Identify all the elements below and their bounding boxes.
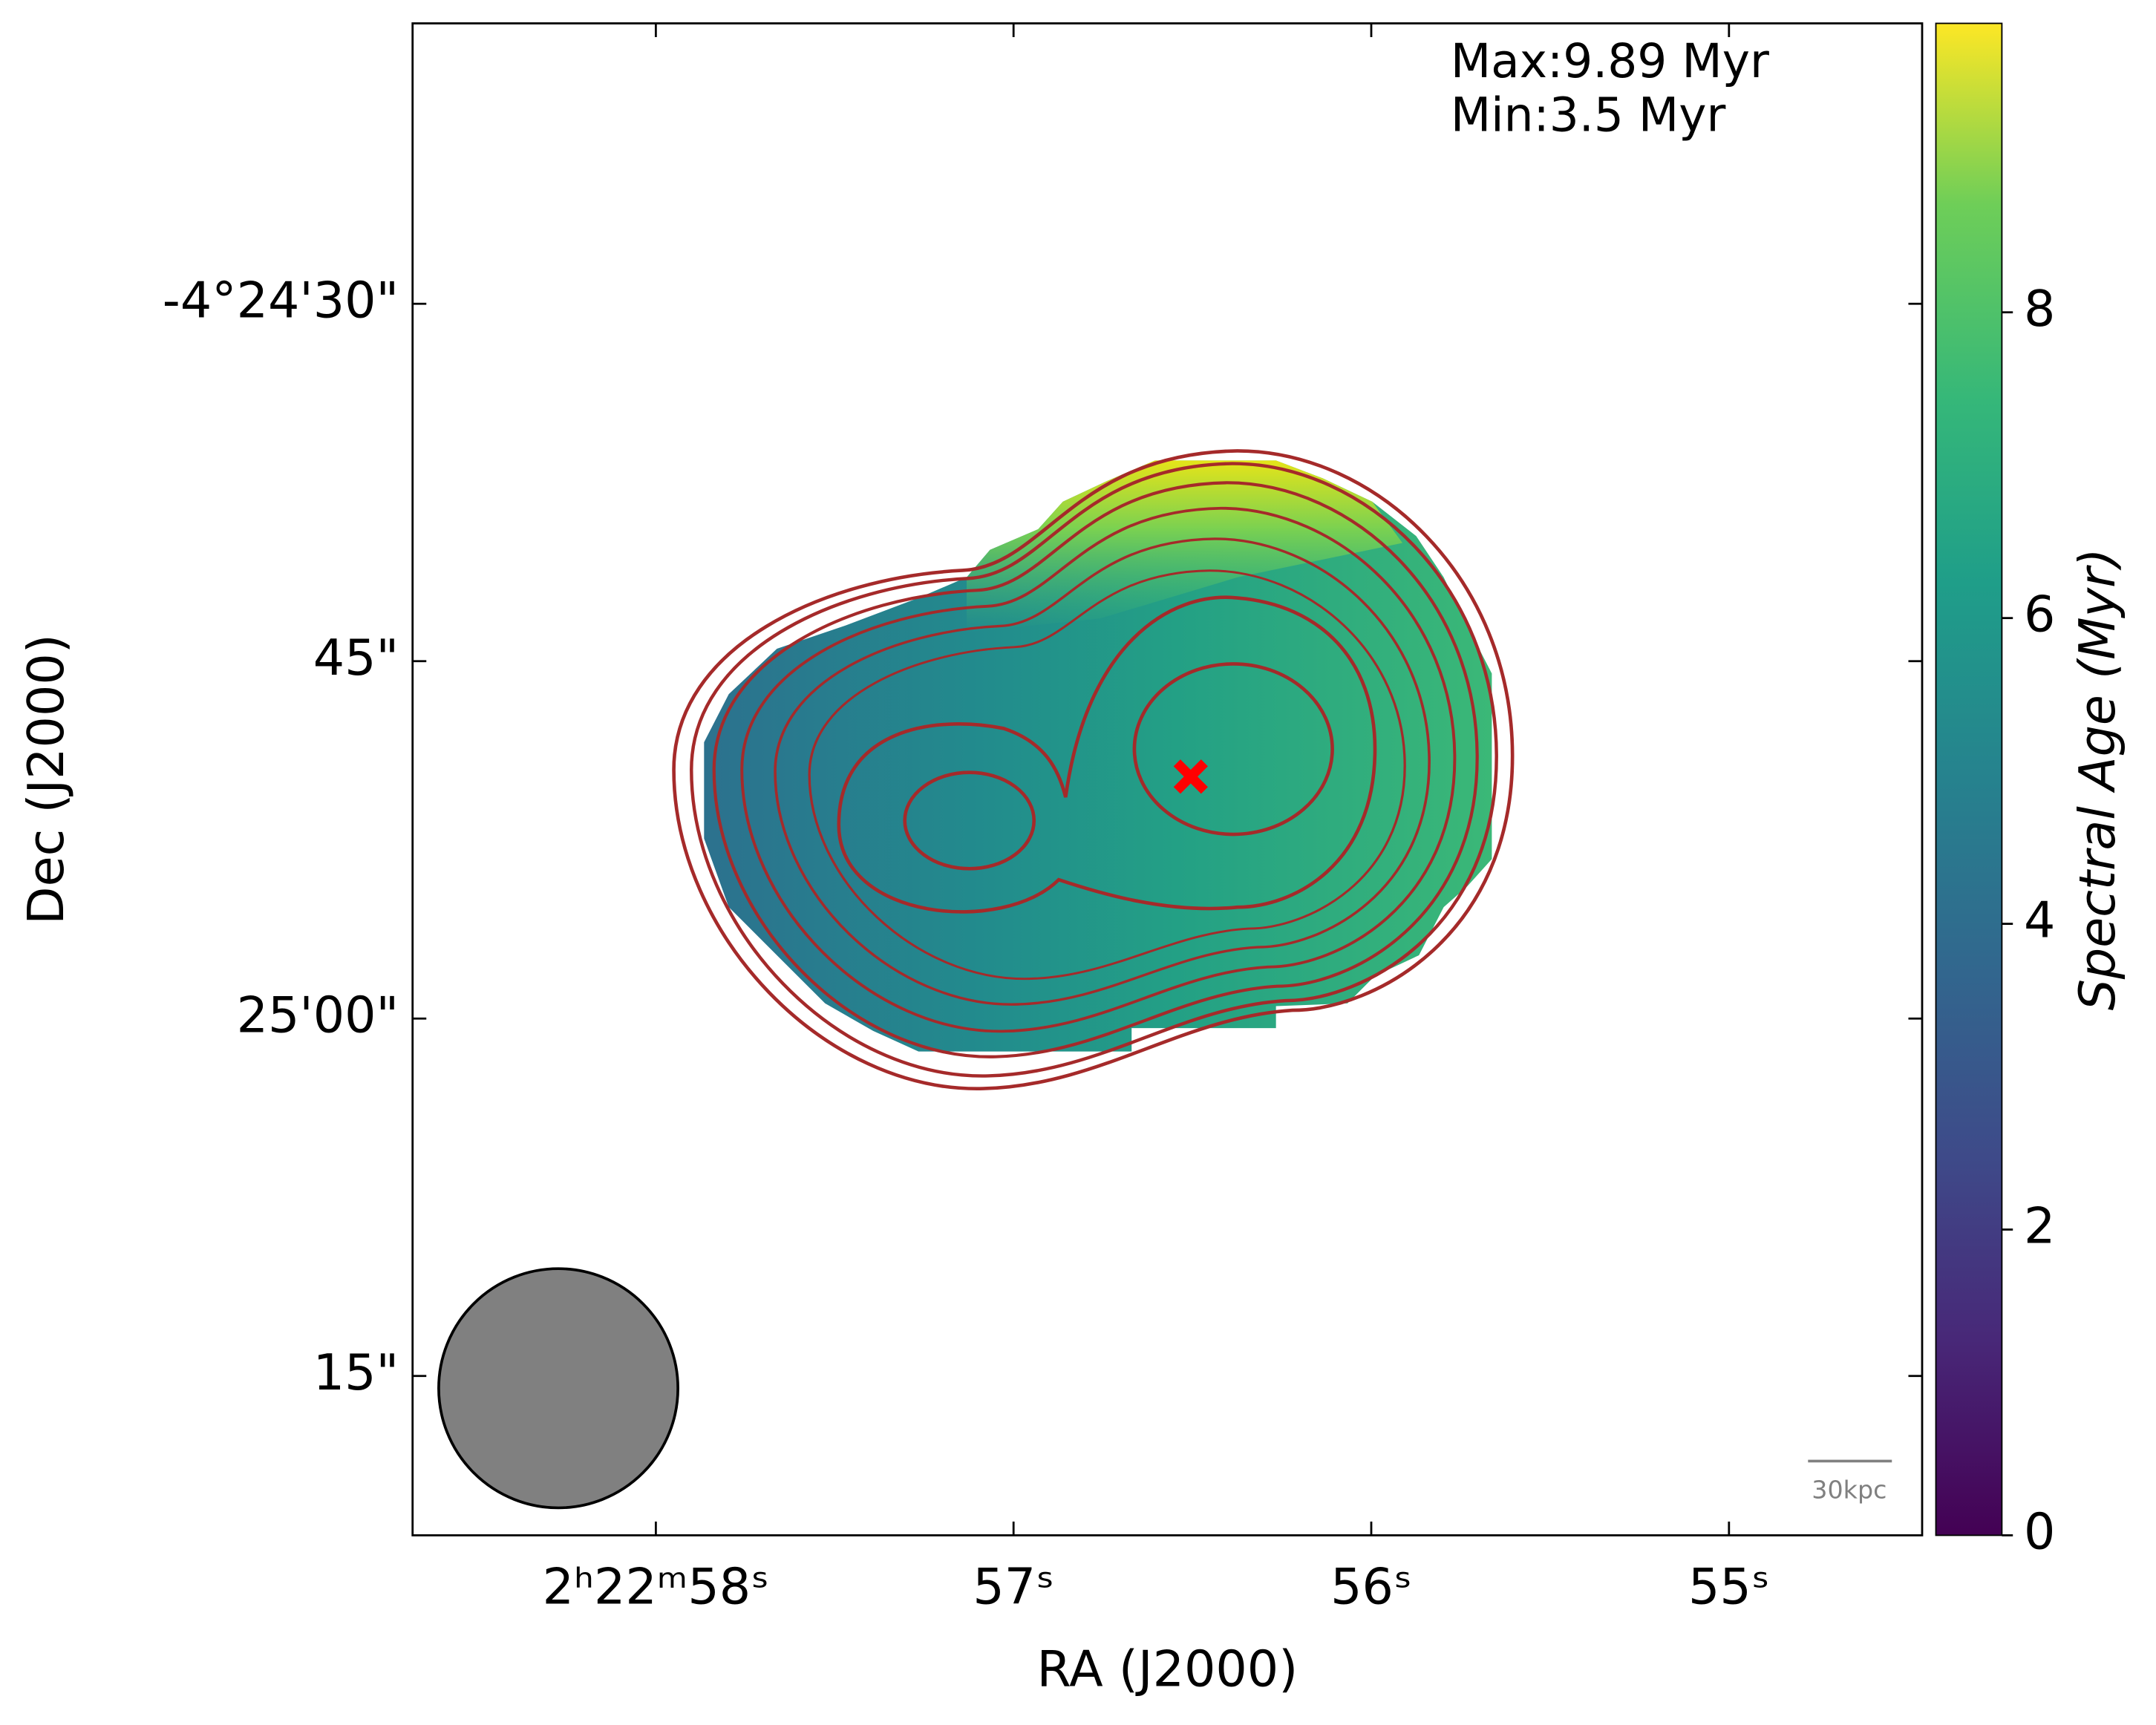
y-tick-label: 25'00": [237, 986, 399, 1044]
colorbar-label: Spectral Age (Myr): [2068, 549, 2126, 1011]
x-tick-label: 57ˢ: [973, 1558, 1054, 1616]
annotation: Min:3.5 Myr: [1451, 88, 1726, 142]
y-axis-label: Dec (J2000): [17, 634, 75, 924]
colorbar-tick-label: 0: [2024, 1503, 2055, 1561]
x-axis-label: RA (J2000): [1037, 1640, 1298, 1698]
beam: [437, 1267, 679, 1510]
contour: [672, 449, 1515, 1090]
colorbar: [1935, 22, 2003, 1536]
age-map: [704, 460, 1492, 1052]
scale-bar-label: 30kpc: [1812, 1476, 1886, 1505]
x-tick-label: 2ʰ22ᵐ58ˢ: [543, 1558, 769, 1616]
colorbar-tick-label: 6: [2024, 586, 2055, 644]
axes-frame: [411, 22, 1924, 1536]
y-tick-label: 45": [313, 629, 399, 687]
core-marker: [1173, 759, 1208, 794]
image: [437, 449, 1892, 1510]
colorbar-tick-label: 8: [2024, 280, 2055, 338]
annotation: Max:9.89 Myr: [1451, 34, 1769, 88]
y-tick-label: -4°24'30": [163, 271, 399, 329]
x-tick-label: 55ˢ: [1688, 1558, 1770, 1616]
y-tick-label: 15": [313, 1343, 399, 1401]
contours: [690, 462, 1498, 1078]
colorbar-tick-label: 4: [2024, 891, 2055, 949]
x-tick-label: 56ˢ: [1330, 1558, 1412, 1616]
colorbar-tick-label: 2: [2024, 1197, 2055, 1255]
